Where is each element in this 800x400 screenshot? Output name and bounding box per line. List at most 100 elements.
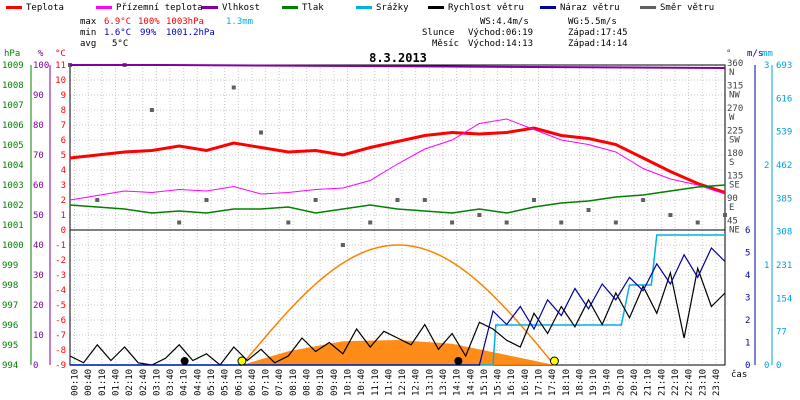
tick-label-time: 08:40 <box>303 369 313 396</box>
series-press <box>69 184 726 214</box>
moon-label: Měsíc <box>432 39 460 49</box>
sunrise: Východ:06:19 <box>468 28 534 38</box>
tick-label-c: -3 <box>55 271 66 281</box>
legend-item-rychlost-vetru: Rychlost větru <box>428 2 524 14</box>
tick-label-dir: N <box>729 68 734 78</box>
tick-label-time: 07:40 <box>275 369 285 396</box>
tick-label-hpa: 999 <box>2 261 18 271</box>
tick-label-mm: 77 <box>776 328 787 338</box>
tick-label-hpa: 1009 <box>2 61 24 71</box>
tick-label-c: 1 <box>61 211 66 221</box>
tick-label-pct: 40 <box>33 241 44 251</box>
tick-label-deg: 360 <box>727 59 743 69</box>
wind-direction-marker <box>340 243 345 247</box>
tick-label-c: 2 <box>61 196 66 206</box>
legend-label: Rychlost větru <box>448 3 524 13</box>
tick-label-dir: E <box>729 203 734 213</box>
wind-direction-marker <box>586 208 591 212</box>
wind-direction-marker <box>531 198 536 202</box>
tick-label-time: 23:10 <box>698 369 708 396</box>
legend-item-smer-vetru: Směr větru <box>640 2 714 14</box>
tick-label-time: 16:10 <box>507 369 517 396</box>
legend-swatch <box>6 6 22 9</box>
tick-label-hpa: 1001 <box>2 221 24 231</box>
tick-label-hpa: 1003 <box>2 181 24 191</box>
series-rain <box>70 234 725 366</box>
tick-label-time: 05:10 <box>207 369 217 396</box>
tick-label-time: 15:40 <box>494 369 504 396</box>
tick-label-time: 21:10 <box>644 369 654 396</box>
tick-label-time: 21:40 <box>657 369 667 396</box>
tick-label-hpa: 998 <box>2 281 18 291</box>
tick-label-dir: SW <box>729 136 740 146</box>
tick-label-time: 00:10 <box>71 369 81 396</box>
tick-label-mm: 308 <box>776 228 792 238</box>
legend-label: Přízemní teplota <box>116 3 203 13</box>
tick-label-mm: 0 <box>776 361 781 371</box>
tick-label-pct: 20 <box>33 301 44 311</box>
tick-label-hpa: 1004 <box>2 161 24 171</box>
moonrise-marker <box>180 357 189 365</box>
axis-title-cas: čas <box>731 369 747 380</box>
legend-item-srazky: Srážky <box>356 2 409 14</box>
tick-label-deg: 270 <box>727 104 743 114</box>
tick-label-time: 12:10 <box>398 369 408 396</box>
stat-min-press: 1001.2hPa <box>166 28 215 38</box>
legend-label: Srážky <box>376 3 409 13</box>
tick-label-time: 13:10 <box>425 369 435 396</box>
tick-label-mm: 154 <box>776 294 792 304</box>
tick-label-mm: 462 <box>776 161 792 171</box>
legend-item-vlhkost: Vlhkost <box>202 2 260 14</box>
series-temp <box>69 126 726 194</box>
tick-label-hpa: 995 <box>2 341 18 351</box>
legend-item-tlak: Tlak <box>282 2 324 14</box>
stat-max-label: max <box>80 17 97 27</box>
tick-label-time: 03:10 <box>152 369 162 396</box>
tick-label-pct: 30 <box>33 271 44 281</box>
tick-label-time: 05:40 <box>221 369 231 396</box>
wind-direction-marker <box>286 220 291 225</box>
legend-label: Náraz větru <box>560 3 620 13</box>
wind-direction-marker <box>641 198 646 202</box>
legend-label: Vlhkost <box>222 3 260 13</box>
tick-label-hpa: 1008 <box>2 81 24 91</box>
tick-label-time: 03:40 <box>166 369 176 396</box>
tick-label-c: -9 <box>55 361 66 371</box>
tick-label-time: 08:10 <box>289 369 299 396</box>
tick-label-ms: 4 <box>745 271 750 281</box>
wind-direction-marker <box>422 198 427 202</box>
moonrise: Východ:14:13 <box>468 39 534 49</box>
tick-label-time: 10:10 <box>343 369 353 396</box>
series-hum <box>70 64 726 69</box>
tick-label-hpa: 997 <box>2 301 18 311</box>
tick-label-time: 04:10 <box>180 369 190 396</box>
tick-label-pct: 0 <box>33 361 38 371</box>
stat-min-label: min <box>80 28 97 38</box>
wind-direction-marker <box>723 213 727 217</box>
wind-direction-marker <box>395 198 400 202</box>
series-dew <box>69 118 726 201</box>
wind-direction-marker <box>259 130 264 135</box>
tick-label-time: 10:40 <box>357 369 367 396</box>
tick-label-hpa: 994 <box>2 361 18 371</box>
legend-item-prizemni-teplota: Přízemní teplota <box>96 2 203 14</box>
stat-min-hum: 99% <box>140 28 157 38</box>
wind-speed-avg: WS:4.4m/s <box>480 17 529 27</box>
wind-direction-marker <box>313 198 318 202</box>
sunshine-area <box>241 340 555 365</box>
tick-label-time: 12:40 <box>412 369 422 396</box>
sunset: Západ:17:45 <box>568 28 628 38</box>
tick-label-time: 20:10 <box>616 369 626 396</box>
tick-label-hpa: 1005 <box>2 141 24 151</box>
wind-direction-marker <box>477 213 482 217</box>
tick-label-time: 17:10 <box>535 369 545 396</box>
wind-gust-max: WG:5.5m/s <box>568 17 617 27</box>
sun-label: Slunce <box>422 28 455 38</box>
stat-max-hum: 100% <box>138 17 160 27</box>
tick-label-time: 15:10 <box>480 369 490 396</box>
tick-label-ms: 2 <box>745 316 750 326</box>
tick-label-mm-upper: 3 <box>764 61 769 71</box>
tick-label-time: 11:10 <box>371 369 381 396</box>
wind-direction-marker <box>450 220 455 225</box>
